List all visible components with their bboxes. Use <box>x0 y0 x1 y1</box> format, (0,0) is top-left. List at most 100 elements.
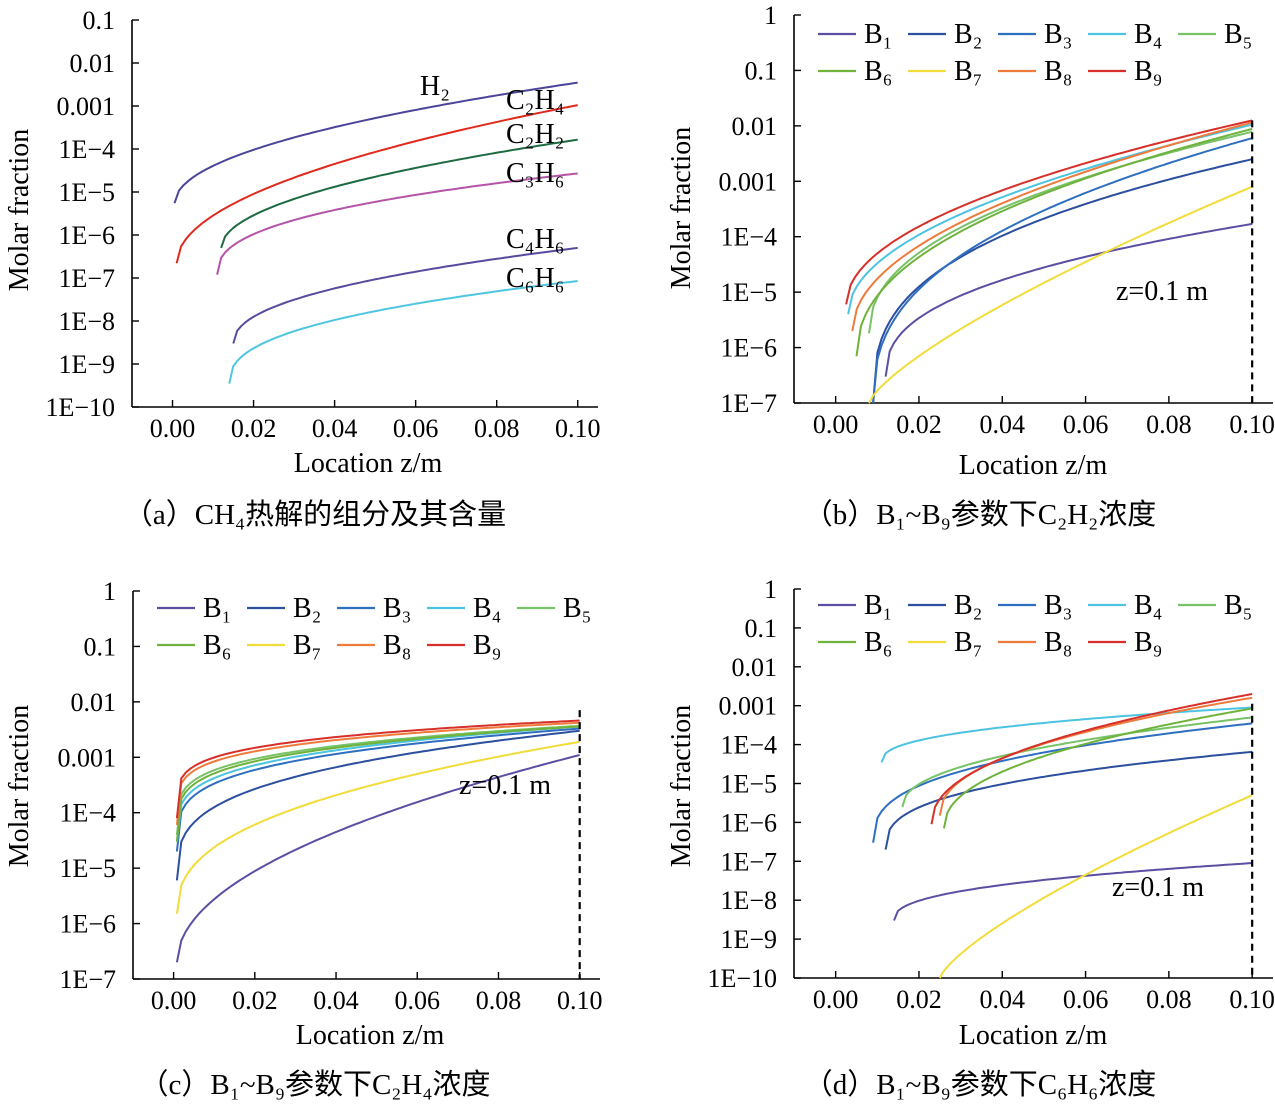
legend-label: B₁ <box>864 19 892 50</box>
series-line-c4h6 <box>232 246 578 344</box>
legend-label: B₁ <box>864 590 892 621</box>
x-tick-label: 0.02 <box>896 410 942 439</box>
series-line-b6 <box>855 127 1253 357</box>
panel-b-y-axis-label: Molar fraction <box>666 127 697 290</box>
panel-a-y-axis-label: Molar fraction <box>4 129 35 292</box>
legend-item-b6: B₆ <box>818 56 892 87</box>
x-tick-label: 0.10 <box>557 986 603 1015</box>
panel-b-x-axis-label: Location z/m <box>959 450 1108 481</box>
x-tick-label: 0.04 <box>980 410 1026 439</box>
series-line-h2 <box>173 81 578 204</box>
series-line-b1 <box>884 222 1253 377</box>
series-line-b7 <box>868 185 1253 404</box>
y-tick-label: 0.1 <box>745 56 778 85</box>
legend-item-b6: B₆ <box>818 627 892 658</box>
y-tick-label: 1E−8 <box>720 886 777 915</box>
legend-label: B₉ <box>1134 56 1162 87</box>
x-tick-label: 0.00 <box>813 410 859 439</box>
series-line-b9 <box>930 693 1253 825</box>
x-tick-label: 0.08 <box>476 986 522 1015</box>
z-marker-annotation: z=0.1 m <box>459 770 551 801</box>
legend-item-b1: B₁ <box>157 593 231 624</box>
z-marker-annotation: z=0.1 m <box>1112 872 1204 903</box>
legend-item-b3: B₃ <box>998 19 1072 50</box>
legend-item-b8: B₈ <box>998 627 1072 658</box>
panel-a-caption: （a）CH₄热解的组分及其含量 <box>124 498 506 531</box>
legend-label: B₁ <box>203 593 231 624</box>
y-tick-label: 1E−8 <box>58 307 115 336</box>
panel-d-y-axis-label: Molar fraction <box>666 705 697 868</box>
series-line-b1 <box>175 754 580 963</box>
y-tick-label: 1E−7 <box>720 389 777 418</box>
series-line-b2 <box>884 750 1253 850</box>
legend-item-b8: B₈ <box>998 56 1072 87</box>
y-tick-label: 1E−7 <box>59 965 116 994</box>
legend-item-b5: B₅ <box>517 593 591 624</box>
panel-b-c2h2-concentration: 0.00 0.02 0.04 0.06 0.08 0.10 1E−7 1E−6 1E−5 1E−4… <box>666 1 1275 531</box>
series-line-b2 <box>175 729 580 881</box>
x-tick-label: 0.06 <box>395 986 441 1015</box>
y-tick-label: 1E−9 <box>58 350 115 379</box>
y-tick-label: 0.001 <box>57 92 116 121</box>
legend-label: B₇ <box>954 627 982 658</box>
series-line-b7 <box>938 794 1253 979</box>
series-line-c2h2 <box>220 138 578 249</box>
legend-item-b5: B₅ <box>1178 590 1252 621</box>
panel-d-caption: （d）B₁~B₉参数下C₆H₆浓度 <box>804 1068 1157 1101</box>
legend-label: B₂ <box>293 593 321 624</box>
legend-label: B₄ <box>1134 19 1162 50</box>
x-tick-label: 0.10 <box>555 414 601 443</box>
panel-d-x-axis-label: Location z/m <box>959 1020 1108 1051</box>
series-line-b7 <box>175 740 580 914</box>
series-label-c4h6: C₄H₆ <box>506 224 564 255</box>
x-tick-label: 0.02 <box>232 986 278 1015</box>
legend-item-b3: B₃ <box>337 593 411 624</box>
panel-c-y-axis-label: Molar fraction <box>4 705 35 868</box>
y-tick-label: 1E−6 <box>59 910 116 939</box>
legend-item-b6: B₆ <box>157 630 231 661</box>
series-line-b4 <box>880 706 1253 763</box>
legend-item-b7: B₇ <box>908 627 982 658</box>
legend-item-b7: B₇ <box>908 56 982 87</box>
panel-a-plot-area: 0.00 0.02 0.04 0.06 0.08 0.10 1E−10 1E−9 1E−8 1E−… <box>45 6 600 443</box>
x-tick-label: 0.02 <box>231 414 277 443</box>
series-line-b8 <box>851 121 1253 332</box>
legend-label: B₆ <box>203 630 231 661</box>
x-tick-label: 0.08 <box>1146 985 1192 1014</box>
x-tick-label: 0.04 <box>313 986 359 1015</box>
series-label-h2: H₂ <box>420 71 450 102</box>
y-tick-label: 1E−4 <box>58 135 115 164</box>
legend-label: B₆ <box>864 56 892 87</box>
x-tick-label: 0.10 <box>1229 410 1275 439</box>
panel-c-caption: （c）B₁~B₉参数下C₂H₄浓度 <box>140 1068 491 1101</box>
y-tick-label: 0.001 <box>58 743 117 772</box>
legend-label: B₂ <box>954 19 982 50</box>
y-tick-label: 1E−5 <box>58 178 115 207</box>
legend-label: B₉ <box>473 630 501 661</box>
y-tick-label: 0.1 <box>84 632 117 661</box>
legend-label: B₅ <box>563 593 591 624</box>
legend-label: B₉ <box>1134 627 1162 658</box>
series-line-b1 <box>893 862 1253 921</box>
legend-label: B₇ <box>954 56 982 87</box>
legend-label: B₇ <box>293 630 321 661</box>
y-tick-label: 1 <box>764 575 777 604</box>
y-tick-label: 1E−7 <box>720 847 777 876</box>
y-tick-label: 1E−10 <box>45 393 115 422</box>
series-line-b9 <box>175 719 580 819</box>
y-tick-label: 1E−4 <box>720 223 777 252</box>
legend-label: B₂ <box>954 590 982 621</box>
x-tick-label: 0.00 <box>150 414 196 443</box>
legend-label: B₃ <box>1044 590 1072 621</box>
legend-item-b5: B₅ <box>1178 19 1252 50</box>
panel-d-plot-area: 0.00 0.02 0.04 0.06 0.08 0.10 1E−10 1E−9 1E−8 1E−… <box>707 575 1274 1014</box>
panel-c-c2h4-concentration: 0.00 0.02 0.04 0.06 0.08 0.10 1E−7 1E−6 1E−5 1E−4… <box>4 577 602 1101</box>
x-tick-label: 0.00 <box>151 986 197 1015</box>
legend-item-b7: B₇ <box>247 630 321 661</box>
legend-item-b3: B₃ <box>998 590 1072 621</box>
legend-label: B₃ <box>1044 19 1072 50</box>
z-marker-annotation: z=0.1 m <box>1116 276 1208 307</box>
y-tick-label: 1E−4 <box>59 799 116 828</box>
series-line-b6 <box>942 707 1253 829</box>
